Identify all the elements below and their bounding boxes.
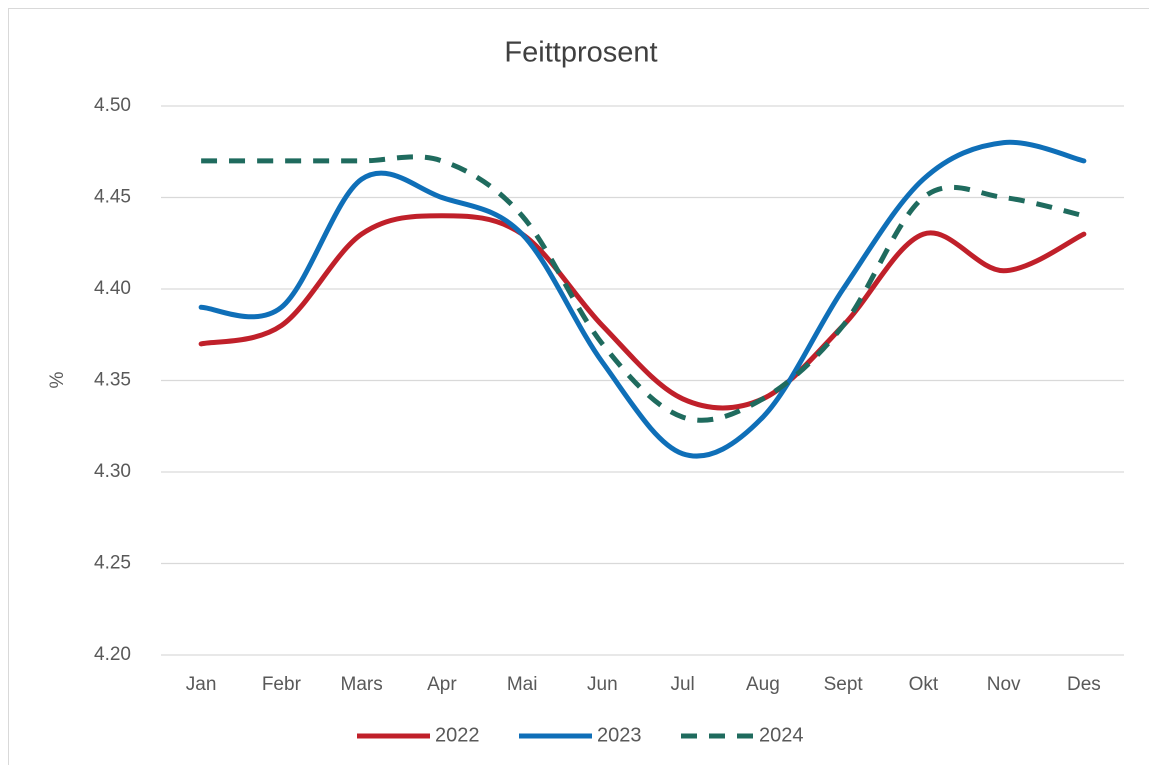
series-line (198, 139, 1087, 459)
y-axis-label: % (47, 371, 68, 388)
series-line (201, 154, 1085, 423)
y-tick-label: 4.30 (94, 461, 131, 482)
y-tick-label: 4.45 (94, 187, 131, 208)
legend-label: 2024 (759, 724, 804, 746)
x-tick-label: Apr (427, 674, 457, 695)
x-tick-label: Mars (341, 674, 383, 695)
x-tick-label: Nov (987, 674, 1021, 695)
x-tick-label: Des (1067, 674, 1101, 695)
y-tick-label: 4.50 (94, 95, 131, 116)
x-tick-label: Jun (587, 674, 618, 695)
y-tick-label: 4.20 (94, 644, 131, 665)
legend-label: 2022 (435, 724, 480, 746)
x-tick-label: Jan (186, 674, 217, 695)
y-tick-label: 4.25 (94, 553, 131, 574)
series-line (198, 213, 1087, 411)
chart-border (8, 8, 1149, 765)
x-tick-label: Okt (909, 674, 939, 695)
legend-label: 2023 (597, 724, 642, 746)
x-tick-label: Jul (670, 674, 694, 695)
chart-title: Feittprosent (504, 37, 657, 69)
x-tick-label: Mai (507, 674, 538, 695)
y-tick-label: 4.35 (94, 370, 131, 391)
y-tick-label: 4.40 (94, 278, 131, 299)
x-tick-label: Aug (746, 674, 780, 695)
x-tick-label: Febr (262, 674, 302, 695)
x-tick-label: Sept (824, 674, 864, 695)
